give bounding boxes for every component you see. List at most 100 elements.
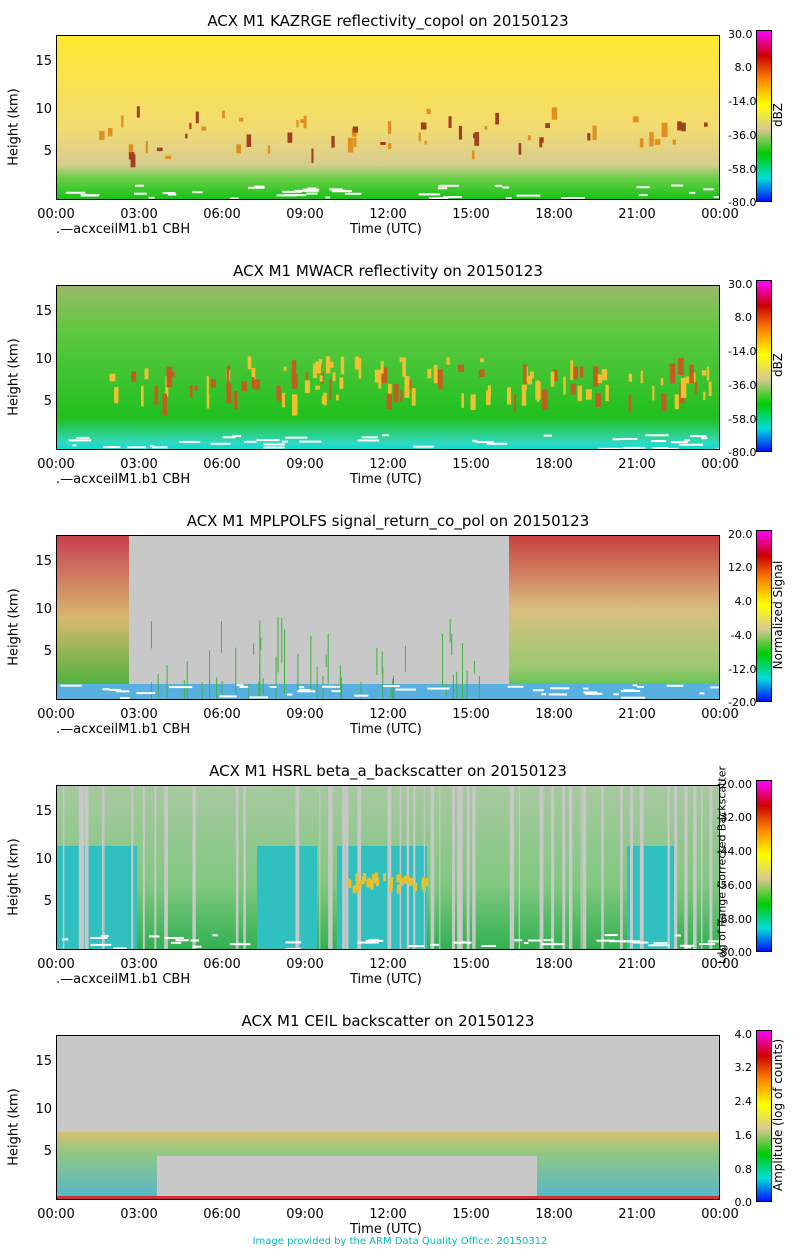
cbh-marker: [90, 937, 108, 940]
cloud-echo: [210, 379, 216, 388]
colorbar-tick: 30.0: [728, 28, 753, 41]
cbh-marker: [443, 196, 462, 199]
signal-streak: [404, 645, 406, 672]
cbh-legend: .—acxceilM1.b1 CBH: [56, 472, 191, 487]
cbh-marker: [713, 196, 719, 199]
cbh-marker: [263, 446, 285, 449]
cloud-echo: [552, 369, 558, 381]
cloud-echo: [580, 366, 584, 378]
x-tick: 15:00: [452, 457, 490, 472]
cbh-marker: [523, 942, 529, 945]
cbh-marker: [679, 944, 695, 947]
cloud-echo: [353, 137, 357, 147]
cbh-marker: [621, 696, 646, 699]
y-axis-label: Height (km): [6, 88, 22, 166]
x-tick: 00:00: [37, 1207, 75, 1222]
colorbar: [756, 30, 772, 202]
cbh-marker: [666, 684, 684, 687]
cbh-marker: [622, 446, 646, 449]
signal-streak: [277, 616, 279, 673]
missing-column: [684, 786, 688, 949]
cloud-echo: [678, 357, 684, 375]
cbh-marker: [528, 939, 542, 942]
cbh-marker: [560, 197, 585, 199]
cbh-marker: [285, 947, 302, 949]
x-tick: 21:00: [618, 1207, 656, 1222]
colorbar-label: Amplitude (log of counts): [771, 1038, 785, 1192]
cloud-echo: [189, 122, 192, 130]
x-tick: 00:00: [701, 957, 739, 972]
cbh-marker: [653, 942, 668, 945]
cbh-marker: [438, 187, 448, 190]
cbh-marker: [612, 438, 621, 441]
cloud-echo: [585, 389, 592, 400]
cloud-echo: [136, 106, 140, 118]
cloud-echo: [527, 135, 531, 141]
cloud-echo: [660, 377, 664, 386]
colorbar: [756, 780, 772, 952]
cbh-marker: [120, 697, 130, 699]
cbh-marker: [148, 935, 160, 938]
signal-streak: [248, 684, 250, 699]
missing-column: [345, 786, 349, 949]
cloud-echo: [486, 390, 491, 406]
cloud-echo: [247, 356, 252, 370]
cbh-marker: [584, 692, 603, 695]
y-tick: 10: [35, 102, 52, 117]
cbh-marker: [136, 692, 156, 695]
missing-column: [466, 786, 470, 949]
x-axis-label: Time (UTC): [350, 222, 422, 237]
colorbar-tick: -58.0: [728, 413, 757, 426]
cloud-echo: [339, 377, 344, 389]
cloud-echo: [251, 367, 256, 380]
missing-column: [674, 786, 677, 949]
colorbar-tick: 12.0: [728, 561, 753, 574]
cloud-echo: [325, 356, 331, 374]
colorbar-gradient: [757, 281, 771, 451]
signal-streak: [201, 682, 203, 699]
cbh-marker: [65, 191, 86, 194]
cloud-echo: [652, 385, 655, 401]
cbh-marker: [632, 941, 649, 944]
signal-streak: [360, 682, 362, 699]
missing-column: [601, 786, 604, 949]
cloud-echo: [506, 387, 512, 405]
x-tick: 09:00: [286, 1207, 324, 1222]
signal-streak: [478, 676, 480, 699]
cbh-marker: [675, 934, 682, 937]
cbh-marker: [149, 445, 155, 448]
cbh-marker: [72, 444, 77, 447]
cbh-marker: [179, 440, 201, 443]
missing-column: [472, 786, 476, 949]
cbh-marker: [604, 934, 618, 937]
cbh-marker: [90, 943, 112, 946]
x-axis-label: Time (UTC): [350, 472, 422, 487]
cloud-echo: [154, 386, 159, 405]
missing-column: [164, 786, 168, 949]
cloud-echo: [276, 386, 281, 401]
heatmap-plot: [56, 285, 720, 450]
colorbar-tick: 4.0: [734, 1028, 753, 1041]
cloud-echo: [689, 364, 694, 384]
missing-column: [80, 786, 84, 949]
cbh-marker: [236, 684, 244, 687]
cloud-echo: [283, 366, 287, 371]
x-tick: 15:00: [452, 1207, 490, 1222]
cloud-echo: [478, 369, 485, 377]
cbh-marker: [365, 939, 384, 942]
cbh-marker: [710, 686, 719, 689]
x-tick: 06:00: [203, 957, 241, 972]
missing-column: [568, 786, 573, 949]
cloud-echo: [282, 392, 286, 408]
signal-streak: [316, 666, 318, 699]
cloud-echo: [332, 372, 336, 382]
cloud-echo: [701, 370, 707, 376]
cloud-echo: [336, 394, 339, 401]
signal-streak: [166, 665, 168, 699]
missing-column: [295, 786, 299, 949]
cloud-echo: [474, 132, 480, 146]
missing-column: [539, 786, 544, 949]
signal-streak: [297, 653, 299, 692]
x-tick: 09:00: [286, 707, 324, 722]
cloud-echo: [372, 873, 376, 882]
